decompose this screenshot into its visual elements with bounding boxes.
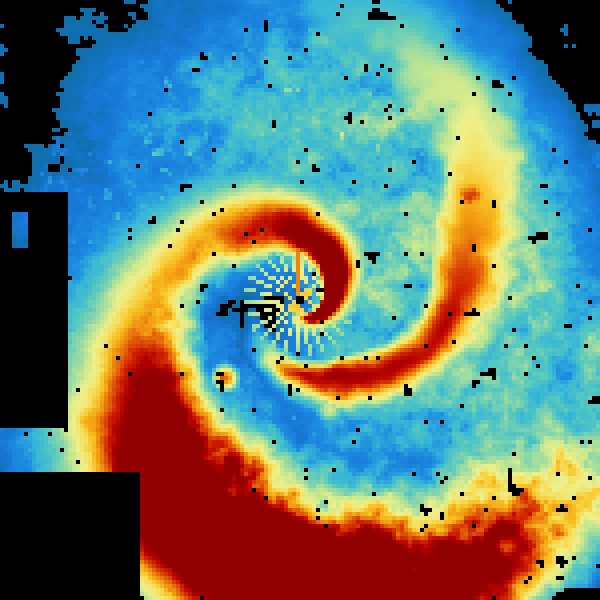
radar-reflectivity-canvas[interactable] xyxy=(0,0,600,600)
radar-reflectivity-display[interactable]: Doppler weather radar reflectivity PPI d… xyxy=(0,0,600,600)
